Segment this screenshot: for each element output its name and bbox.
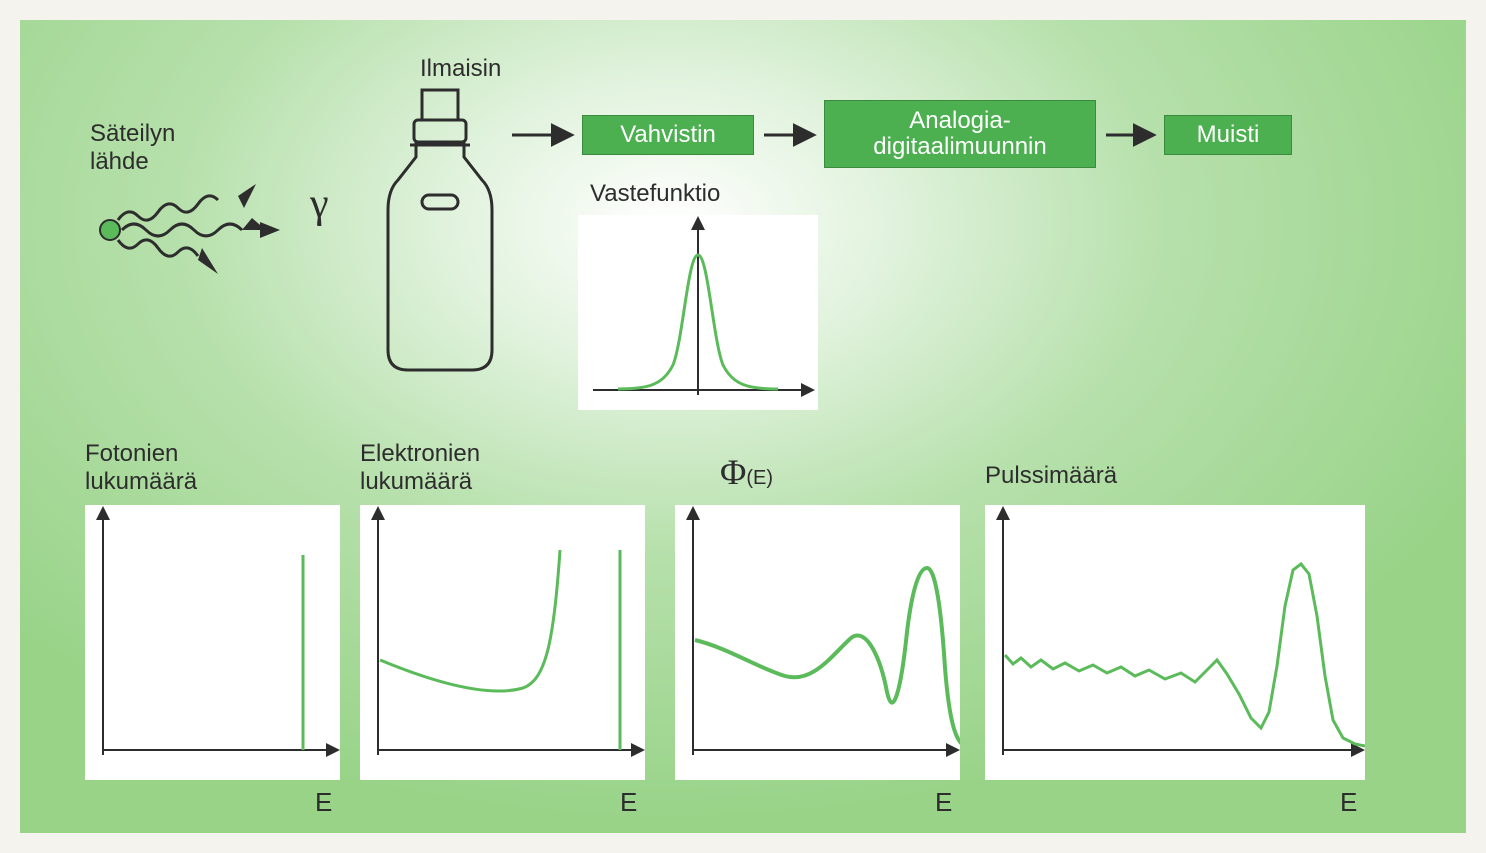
plot2-xlabel: E [620,788,637,818]
plot3-label: Φ(E) [720,452,773,493]
plot4 [985,505,1365,780]
plot4-label: Pulssimäärä [985,462,1117,490]
plot3 [675,505,960,780]
diagram-canvas: Säteilyn lähde γ Ilmaisin Vahvistin Anal… [20,20,1466,833]
plot1-label: Fotonien lukumäärä [85,440,197,495]
response-plot [578,215,818,410]
plot1-xlabel: E [315,788,332,818]
plot3-xlabel: E [935,788,952,818]
response-label: Vastefunktio [590,180,720,208]
plot2 [360,505,645,780]
plot4-xlabel: E [1340,788,1357,818]
plot1 [85,505,340,780]
flow-arrows [20,20,1466,220]
plot2-label: Elektronien lukumäärä [360,440,480,495]
